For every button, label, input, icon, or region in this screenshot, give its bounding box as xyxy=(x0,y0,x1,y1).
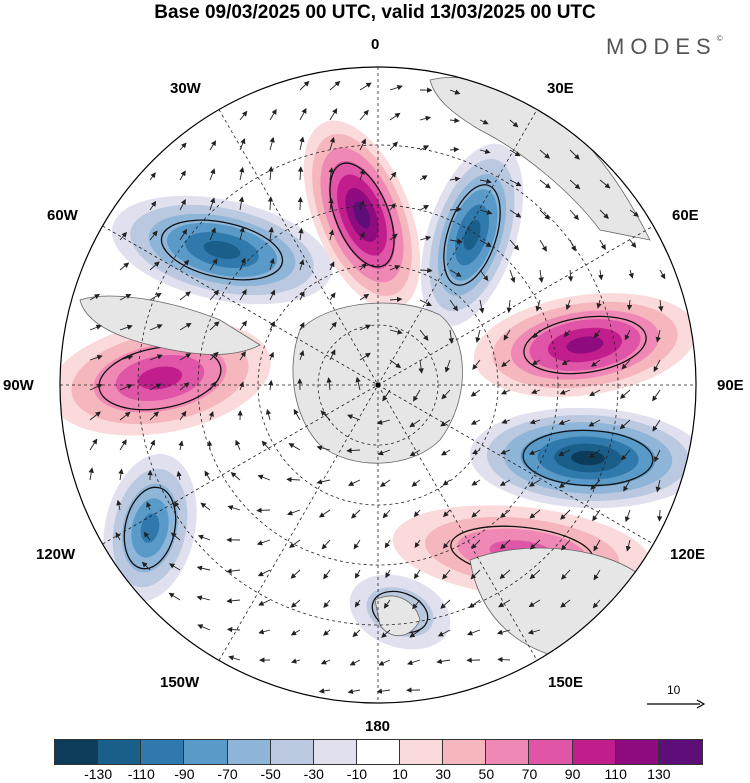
colorbar-tick-label: -70 xyxy=(217,766,238,782)
wind-vectors xyxy=(88,80,666,695)
colorbar xyxy=(54,739,704,765)
colorbar-box xyxy=(355,739,402,765)
colorbar-box xyxy=(183,739,230,765)
map-title: Base 09/03/2025 00 UTC, valid 13/03/2025… xyxy=(154,2,596,23)
lon-label-180: 180 xyxy=(365,718,391,735)
colorbar-tick-label: 130 xyxy=(647,766,671,782)
colorbar-box xyxy=(140,739,186,765)
lon-label-60w: 60W xyxy=(47,207,78,224)
colorbar-tick-label: -90 xyxy=(174,766,195,782)
colorbar-box xyxy=(312,739,359,765)
lon-label-90e: 90E xyxy=(717,377,744,394)
logo-text: MODES xyxy=(606,34,717,59)
colorbar-box xyxy=(399,739,445,765)
colorbar-tick-label: 110 xyxy=(604,766,627,782)
lon-label-0: 0 xyxy=(371,36,380,53)
colorbar-tick-label: 10 xyxy=(392,766,408,782)
colorbar-box xyxy=(614,739,661,765)
map-boundary xyxy=(59,66,697,704)
south-america xyxy=(79,295,261,355)
anomaly-field xyxy=(60,120,696,650)
colorbar-tick-label: 90 xyxy=(564,766,581,782)
colorbar-box xyxy=(571,739,618,765)
colorbar-tick-label: -130 xyxy=(84,766,113,782)
lon-label-120e: 120E xyxy=(670,546,706,563)
reference-arrow-icon xyxy=(647,699,706,709)
lon-label-90w: 90W xyxy=(3,377,34,394)
colorbar-tick-label: -50 xyxy=(260,766,281,782)
colorbar-box xyxy=(442,739,488,765)
colorbar-tick-label: -110 xyxy=(127,766,155,782)
reference-vector: 10 xyxy=(645,683,707,714)
colorbar-box xyxy=(54,739,100,765)
anomaly-sector-95W xyxy=(60,320,271,436)
colorbar-box xyxy=(528,739,575,765)
lon-label-120w: 120W xyxy=(36,546,76,563)
modes-logo: MODES© xyxy=(606,34,723,60)
colorbar-tick-label: 50 xyxy=(478,766,495,782)
reference-vector-label: 10 xyxy=(667,683,681,697)
colorbar-tick-label: -10 xyxy=(346,766,368,782)
colorbar-box xyxy=(97,739,143,765)
colorbar-box xyxy=(226,739,273,765)
anomaly-sector-15E xyxy=(420,143,524,327)
colorbar-tick-label: 30 xyxy=(435,766,451,782)
logo-mark: © xyxy=(716,34,723,43)
lon-label-150w: 150W xyxy=(160,674,200,691)
colorbar-box xyxy=(657,739,704,765)
colorbar-box xyxy=(485,739,531,765)
lon-label-150e: 150E xyxy=(548,674,584,691)
anomaly-sector-0 xyxy=(303,120,421,310)
colorbar-box xyxy=(269,739,316,765)
south-pole xyxy=(375,382,381,388)
colorbar-tick-label: 70 xyxy=(521,766,538,782)
anomaly-sector-105E xyxy=(470,407,696,509)
lon-label-60e: 60E xyxy=(672,207,699,224)
colorbar-tick-label: -30 xyxy=(303,766,324,782)
anomaly-sector-75E xyxy=(473,293,696,397)
lon-label-30w: 30W xyxy=(170,80,201,97)
lon-label-30e: 30E xyxy=(547,80,574,97)
